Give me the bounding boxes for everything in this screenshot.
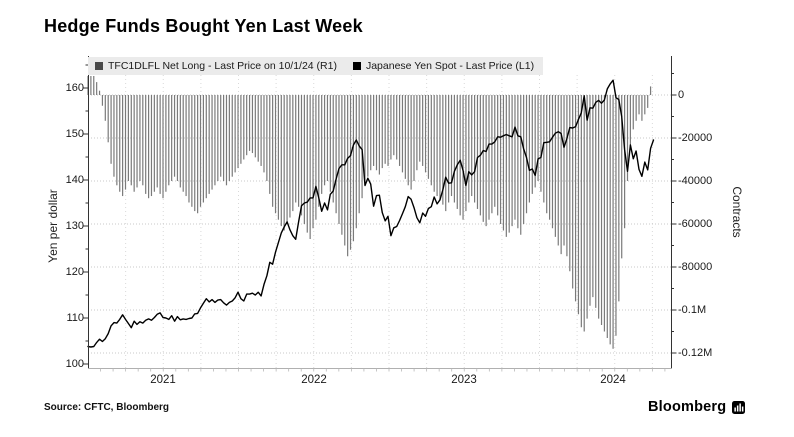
right-axis-tick: -40000 <box>678 175 713 187</box>
left-axis-tick: 110 <box>66 312 84 324</box>
line-series-marker-icon <box>352 62 361 70</box>
right-axis-tick: -0.12M <box>678 347 713 359</box>
right-axis-tick: -0.1M <box>678 304 707 316</box>
right-axis-tick: -80000 <box>678 261 713 273</box>
x-axis-tick-2021: 2021 <box>150 374 176 386</box>
legend-label-net-long: TFC1DLFL Net Long - Last Price on 10/1/2… <box>108 60 337 72</box>
bloomberg-logo: Bloomberg <box>648 399 746 415</box>
bloomberg-wordmark: Bloomberg <box>648 399 727 415</box>
right-axis-tick: 0 <box>678 89 685 101</box>
left-axis-tick: 150 <box>65 128 84 140</box>
left-axis-tick: 160 <box>65 82 84 94</box>
bloomberg-terminal-icon <box>732 400 746 414</box>
left-axis-tick: 140 <box>65 174 84 186</box>
x-axis-tick-2022: 2022 <box>301 374 327 386</box>
legend-item-net-long: TFC1DLFL Net Long - Last Price on 10/1/2… <box>95 60 337 72</box>
left-axis-tick: 100 <box>65 358 84 370</box>
page-title: Hedge Funds Bought Yen Last Week <box>44 16 363 36</box>
source-note: Source: CFTC, Bloomberg <box>44 402 170 413</box>
legend-label-yen-spot: Japanese Yen Spot - Last Price (L1) <box>365 60 535 72</box>
right-axis-tick: -20000 <box>678 132 713 144</box>
right-axis-title: Contracts <box>730 186 744 238</box>
left-axis-tick: 130 <box>65 220 84 232</box>
left-axis-title: Yen per dollar <box>46 189 60 263</box>
legend-item-yen-spot: Japanese Yen Spot - Last Price (L1) <box>352 60 535 72</box>
bar-series-marker-icon <box>95 62 103 70</box>
x-axis-tick-2023: 2023 <box>451 374 477 386</box>
right-axis-tick: -60000 <box>678 218 713 230</box>
chart-legend: TFC1DLFL Net Long - Last Price on 10/1/2… <box>88 57 544 75</box>
left-axis-tick: 120 <box>65 266 84 278</box>
x-axis-tick-2024: 2024 <box>600 374 626 386</box>
